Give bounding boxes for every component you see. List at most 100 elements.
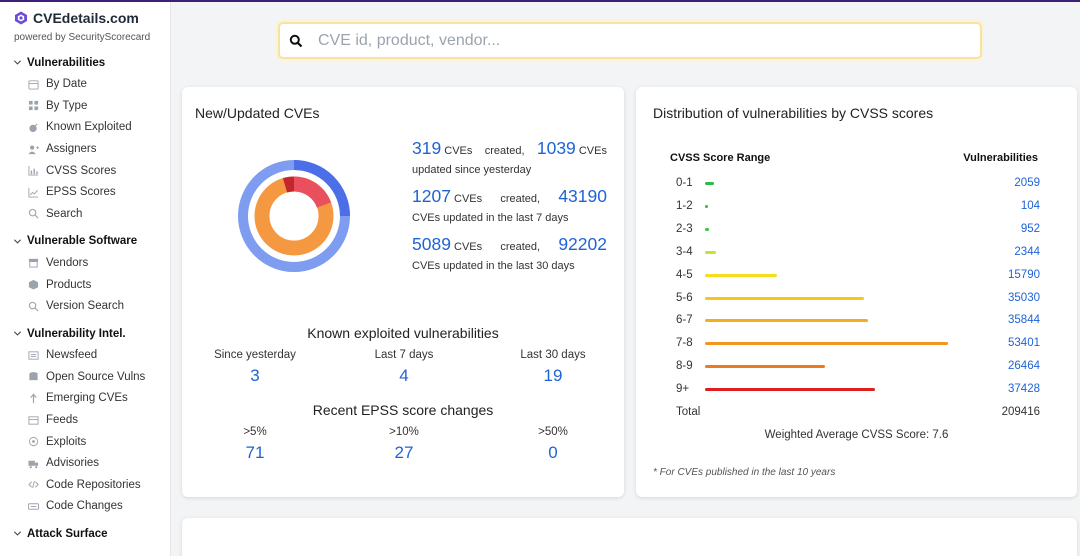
score-bar [705,342,948,346]
vulnerability-count[interactable]: 53401 [1008,337,1040,350]
sidebar-item-by-type[interactable]: By Type [0,95,171,117]
score-range: 7-8 [676,337,693,350]
sidebar-nav: Vulnerabilities By Date By Type Known Ex… [0,52,171,545]
sidebar-item-emerging-cves[interactable]: Emerging CVEs [0,388,171,410]
sidebar-item-label: Advisories [46,457,100,470]
score-range: 6-7 [676,314,693,327]
sidebar-item-search[interactable]: Search [0,203,171,225]
sidebar-item-label: Code Changes [46,500,123,513]
sidebar-item-advisories[interactable]: Advisories [0,452,171,474]
column-value[interactable]: 4 [399,366,409,385]
stat-tail: updated since yesterday [412,164,532,176]
column-value[interactable]: 3 [250,366,260,385]
sidebar-item-products[interactable]: Products [0,274,171,296]
sidebar-item-by-date[interactable]: By Date [0,74,171,96]
created-count[interactable]: 1207 [412,186,451,206]
store-icon [28,259,39,268]
brand[interactable]: CVEdetails.com [14,10,139,26]
donut-inner-segment-darkred [282,176,295,193]
column-value[interactable]: 0 [548,443,558,462]
sidebar-item-label: Open Source Vulns [46,370,146,383]
vulnerability-count[interactable]: 37428 [1008,383,1040,396]
sidebar-item-cvss-scores[interactable]: CVSS Scores [0,160,171,182]
score-range: 3-4 [676,245,693,258]
score-range: 5-6 [676,291,693,304]
vulnerability-count[interactable]: 2059 [1014,177,1040,189]
sidebar-item-open-source-vulns[interactable]: Open Source Vulns [0,366,171,388]
distribution-row: 6-7 35844 [636,311,1077,331]
section-label: Vulnerable Software [27,235,138,248]
column-value[interactable]: 19 [543,366,563,385]
sidebar-item-known-exploited[interactable]: Known Exploited [0,117,171,139]
total-value: 209416 [1001,406,1040,418]
sidebar-item-label: Exploits [46,435,87,448]
sidebar-item-exploits[interactable]: Exploits [0,431,171,453]
brand-subtitle: powered by SecurityScorecard [14,32,151,43]
distribution-row: 1-2 104 [636,197,1077,217]
cve-donut-chart[interactable] [238,160,350,272]
vulnerability-count[interactable]: 35030 [1008,291,1040,304]
stat-7-days: 1207 CVEs created, 43190 CVEs updated in… [412,187,607,228]
score-range: 9+ [676,383,690,396]
sidebar-section-vulnerabilities[interactable]: Vulnerabilities [0,52,171,74]
vulnerability-count[interactable]: 26464 [1008,360,1040,373]
search-input[interactable]: CVE id, product, vendor... [318,31,501,49]
updated-count[interactable]: 43190 [558,186,607,206]
vulnerability-count[interactable]: 35844 [1008,314,1040,327]
updated-count[interactable]: 1039 [536,138,576,158]
cvss-distribution-card: Distribution of vulnerabilities by CVSS … [636,87,1077,497]
known-exploited-yesterday: Since yesterday 3 [195,349,315,386]
vulnerability-count[interactable]: 104 [1020,199,1040,212]
sidebar-item-label: Feeds [46,414,78,427]
sidebar-section-vulnerability-intel[interactable]: Vulnerability Intel. [0,323,171,345]
vulnerability-count[interactable]: 15790 [1008,268,1040,281]
sidebar-section-attack-surface[interactable]: Attack Surface [0,523,171,545]
column-value[interactable]: 71 [245,443,265,462]
sidebar-item-epss-scores[interactable]: EPSS Scores [0,181,171,203]
created-word: created, [484,145,525,157]
known-exploited-30-days: Last 30 days 19 [493,349,613,386]
distribution-row: 7-8 53401 [636,334,1077,354]
search-bar[interactable]: CVE id, product, vendor... [278,22,982,59]
sidebar-item-feeds[interactable]: Feeds [0,409,171,431]
vulnerability-count[interactable]: 2344 [1014,245,1040,258]
sidebar-item-label: Emerging CVEs [46,392,128,405]
score-bar [705,250,716,254]
score-bar [705,182,714,185]
distribution-row: 5-6 35030 [636,289,1077,309]
sidebar-section-vulnerable-software[interactable]: Vulnerable Software [0,231,171,253]
total-label: Total [676,406,701,418]
sidebar-item-version-search[interactable]: Version Search [0,295,171,317]
epss-title: Recent EPSS score changes [312,402,494,418]
score-bar [705,388,875,392]
keyboard-icon [28,503,39,510]
sidebar-item-newsfeed[interactable]: Newsfeed [0,344,171,366]
section-label: Vulnerability Intel. [27,327,126,340]
chevron-down-icon [13,331,22,336]
truck-icon [28,460,39,468]
created-count[interactable]: 319 [412,138,442,158]
score-range: 0-1 [676,177,693,189]
target-icon [28,437,39,447]
chevron-down-icon [13,239,22,244]
code-icon [28,481,39,489]
sidebar-item-label: By Type [46,99,88,112]
column-value[interactable]: 27 [394,443,414,462]
top-accent-line [0,0,1080,2]
sidebar-item-label: Known Exploited [46,121,132,134]
sidebar-item-assigners[interactable]: Assigners [0,138,171,160]
score-range: 4-5 [676,268,693,281]
stat-tail: CVEs updated in the last 7 days [412,212,569,224]
search-icon [289,34,303,47]
created-count[interactable]: 5089 [412,234,451,254]
weighted-average: Weighted Average CVSS Score: 7.6 [764,429,949,441]
updated-count[interactable]: 92202 [558,234,607,254]
feed-icon [28,415,39,425]
sidebar-item-code-repositories[interactable]: Code Repositories [0,474,171,496]
section-label: Vulnerabilities [27,56,106,69]
distribution-row: 3-4 2344 [636,243,1077,263]
brand-title: CVEdetails.com [33,10,139,26]
sidebar-item-vendors[interactable]: Vendors [0,252,171,274]
sidebar-item-code-changes[interactable]: Code Changes [0,496,171,518]
vulnerability-count[interactable]: 952 [1020,222,1040,235]
